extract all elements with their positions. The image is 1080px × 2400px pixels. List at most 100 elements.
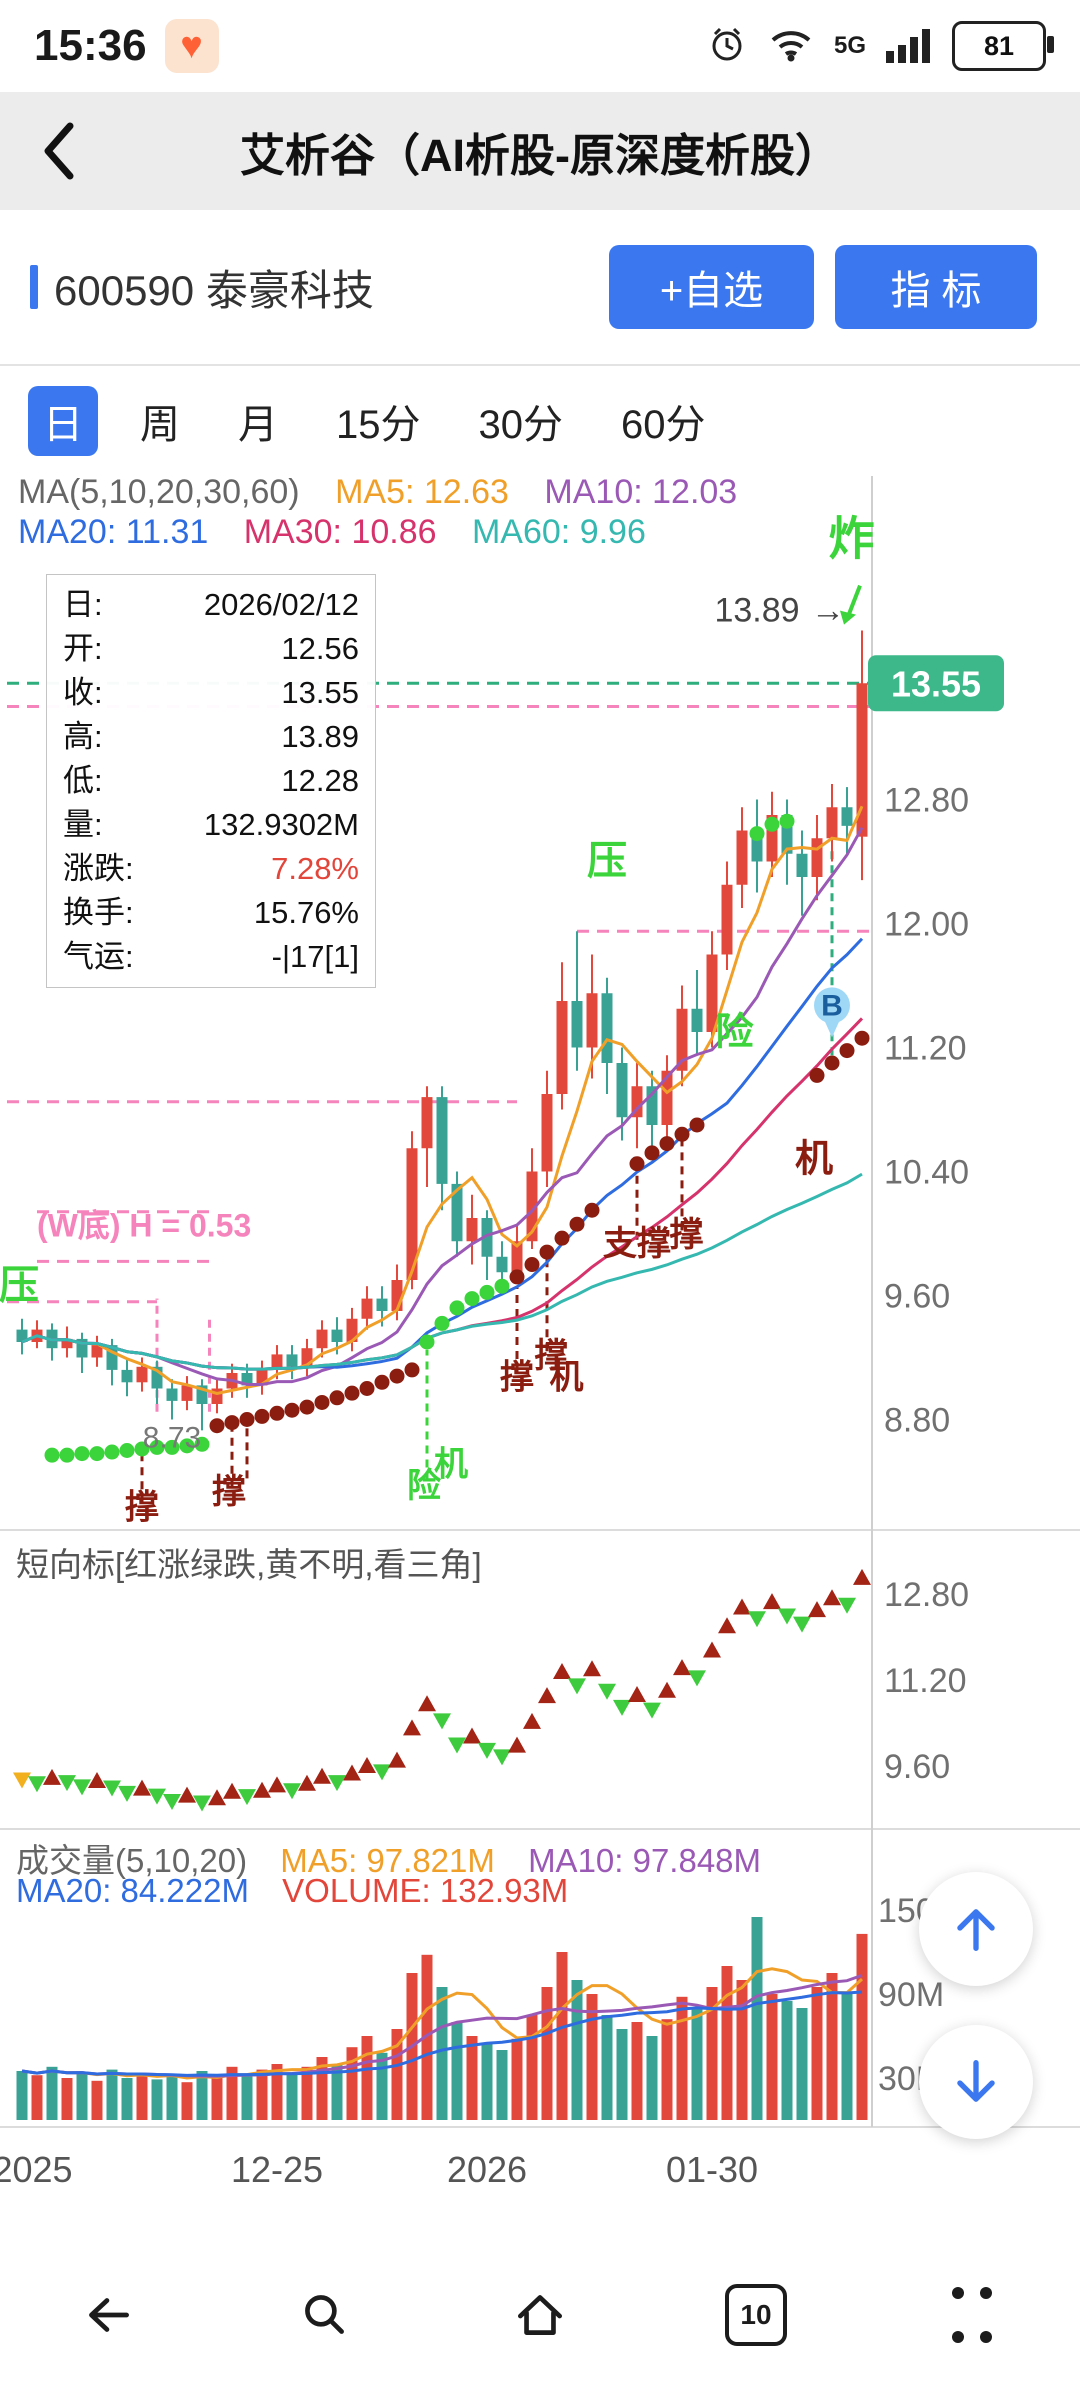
tab-count-label: 10: [740, 2299, 772, 2330]
volume-legend-line1: 成交量(5,10,20) MA5: 97.821M MA10: 97.848M: [16, 1834, 785, 1882]
svg-text:11.20: 11.20: [884, 1662, 967, 1700]
volume-legend-line2: MA20: 84.222M VOLUME: 132.93M: [16, 1872, 592, 1910]
volume-ma-layer: [21, 1967, 864, 2080]
tooltip-row: 低: 12.28: [63, 763, 359, 798]
svg-text:撑: 撑: [500, 1359, 534, 1397]
svg-text:8.73: 8.73: [143, 1421, 201, 1454]
svg-text:13.89: 13.89: [714, 591, 799, 629]
ma30-value: MA30: 10.86: [243, 513, 437, 551]
short-indicator-layer: [13, 1568, 871, 1812]
ma60-value: MA60: 9.96: [471, 513, 646, 551]
tab-weekly[interactable]: 周: [140, 403, 180, 447]
tooltip-row: 量: 132.9302M: [63, 807, 359, 842]
svg-text:机: 机: [434, 1445, 468, 1483]
page-title: 艾析谷（AI析股-原深度析股）: [240, 129, 840, 181]
candles-layer: [16, 630, 868, 1431]
accent-tick: [30, 265, 38, 309]
tab-15min[interactable]: 15分: [336, 403, 421, 447]
ma10-value: MA10: 12.03: [544, 473, 738, 511]
svg-text:机: 机: [550, 1359, 584, 1397]
svg-text:撑: 撑: [212, 1473, 246, 1511]
nav-back-icon[interactable]: [72, 2279, 144, 2351]
svg-text:01-30: 01-30: [666, 2149, 758, 2190]
chart-frame: [0, 474, 1080, 2128]
svg-text:12.80: 12.80: [884, 782, 969, 820]
svg-text:险: 险: [407, 1466, 442, 1505]
scroll-up-button[interactable]: [919, 1872, 1033, 1986]
divider: [0, 364, 1080, 366]
ma20-value: MA20: 11.31: [18, 513, 209, 551]
tooltip-row: 收: 13.55: [63, 675, 359, 710]
svg-text:撑: 撑: [670, 1216, 704, 1254]
period-tabs: 日 周 月 15分 30分 60分: [0, 366, 1080, 476]
svg-text:8.80: 8.80: [884, 1402, 950, 1440]
ma-legend: MA(5,10,20,30,60) MA5: 12.63 MA10: 12.03…: [18, 472, 763, 552]
nav-search-icon[interactable]: [288, 2279, 360, 2351]
stock-info-bar: 600590 泰豪科技 +自选 指 标: [0, 210, 1080, 364]
tooltip-row: 开: 12.56: [63, 631, 359, 666]
arrow-up-icon: [957, 1909, 995, 1951]
vol-ma10-value: MA10: 97.848M: [528, 1842, 762, 1879]
svg-text:支撑: 支撑: [603, 1225, 671, 1263]
heart-icon: ♥: [164, 19, 219, 73]
ohlc-tooltip: 日: 2026/02/12 开: 12.56 收: 13.55 高: 13.89 低: 1…: [46, 574, 376, 988]
buy-marker: B: [814, 987, 850, 1038]
tab-daily[interactable]: 日: [28, 386, 98, 456]
indicators-button[interactable]: 指 标: [835, 245, 1037, 329]
close-price-badge: 13.55: [868, 655, 1004, 712]
svg-text:10.40: 10.40: [884, 1154, 969, 1192]
svg-text:险: 险: [715, 1010, 754, 1053]
volume-bars-layer: [16, 1917, 868, 2120]
trend-dots-layer: [44, 813, 870, 1463]
svg-text:压: 压: [0, 1264, 39, 1308]
arrow-down-icon: [957, 2060, 995, 2102]
battery-icon: 81: [952, 21, 1054, 71]
svg-text:2026: 2026: [447, 2149, 527, 2190]
svg-text:13.55: 13.55: [891, 663, 981, 704]
panel2-title: 短向标[红涨绿跌,黄不明,看三角]: [16, 1546, 482, 1583]
svg-text:机: 机: [795, 1139, 833, 1181]
svg-text:撑: 撑: [125, 1489, 159, 1527]
bottom-nav: 10: [0, 2230, 1080, 2400]
svg-text:→: →: [811, 591, 845, 629]
svg-text:压: 压: [587, 839, 627, 883]
tab-30min[interactable]: 30分: [478, 403, 564, 447]
nav-menu-icon[interactable]: [936, 2279, 1008, 2351]
volume-prefix: 成交量(5,10,20): [16, 1842, 248, 1879]
alarm-icon: [706, 23, 748, 70]
wifi-icon: [768, 25, 814, 68]
nav-home-icon[interactable]: [504, 2279, 576, 2351]
svg-text:90M: 90M: [878, 1976, 944, 2014]
battery-level: 81: [983, 30, 1015, 61]
signal-bars-icon: [886, 23, 932, 70]
add-watchlist-button[interactable]: +自选: [609, 245, 814, 329]
ma5-value: MA5: 12.63: [335, 473, 509, 511]
tab-60min[interactable]: 60分: [621, 403, 706, 447]
svg-text:2025: 2025: [0, 2149, 73, 2190]
tooltip-row: 高: 13.89: [63, 719, 359, 754]
svg-text:9.60: 9.60: [884, 1278, 950, 1316]
svg-text:12.00: 12.00: [884, 906, 969, 944]
app-header: 艾析谷（AI析股-原深度析股）: [0, 92, 1080, 210]
volume-value: VOLUME: 132.93M: [282, 1872, 569, 1909]
svg-text:12.80: 12.80: [884, 1576, 969, 1614]
status-bar: 15:36 ♥ 5G 81: [0, 0, 1080, 92]
stock-code-name: 600590 泰豪科技: [54, 266, 374, 314]
nav-tabs-icon[interactable]: 10: [720, 2279, 792, 2351]
tooltip-row: 气运: -|17[1]: [63, 939, 359, 974]
tooltip-row: 日: 2026/02/12: [63, 587, 359, 622]
svg-text:(W底) H = 0.53: (W底) H = 0.53: [37, 1208, 251, 1244]
svg-text:撑: 撑: [535, 1337, 569, 1375]
tooltip-row: 换手: 15.76%: [63, 895, 359, 930]
vol-ma5-value: MA5: 97.821M: [280, 1842, 495, 1879]
svg-text:炸: 炸: [829, 513, 875, 565]
vol-ma20-value: MA20: 84.222M: [16, 1872, 249, 1909]
tab-monthly[interactable]: 月: [238, 403, 278, 447]
back-icon[interactable]: [30, 108, 90, 199]
scroll-down-button[interactable]: [919, 2025, 1033, 2139]
ma-prefix: MA(5,10,20,30,60): [18, 473, 300, 511]
svg-text:11.20: 11.20: [884, 1030, 967, 1068]
clock-time: 15:36: [34, 21, 147, 70]
svg-text:B: B: [821, 989, 843, 1022]
